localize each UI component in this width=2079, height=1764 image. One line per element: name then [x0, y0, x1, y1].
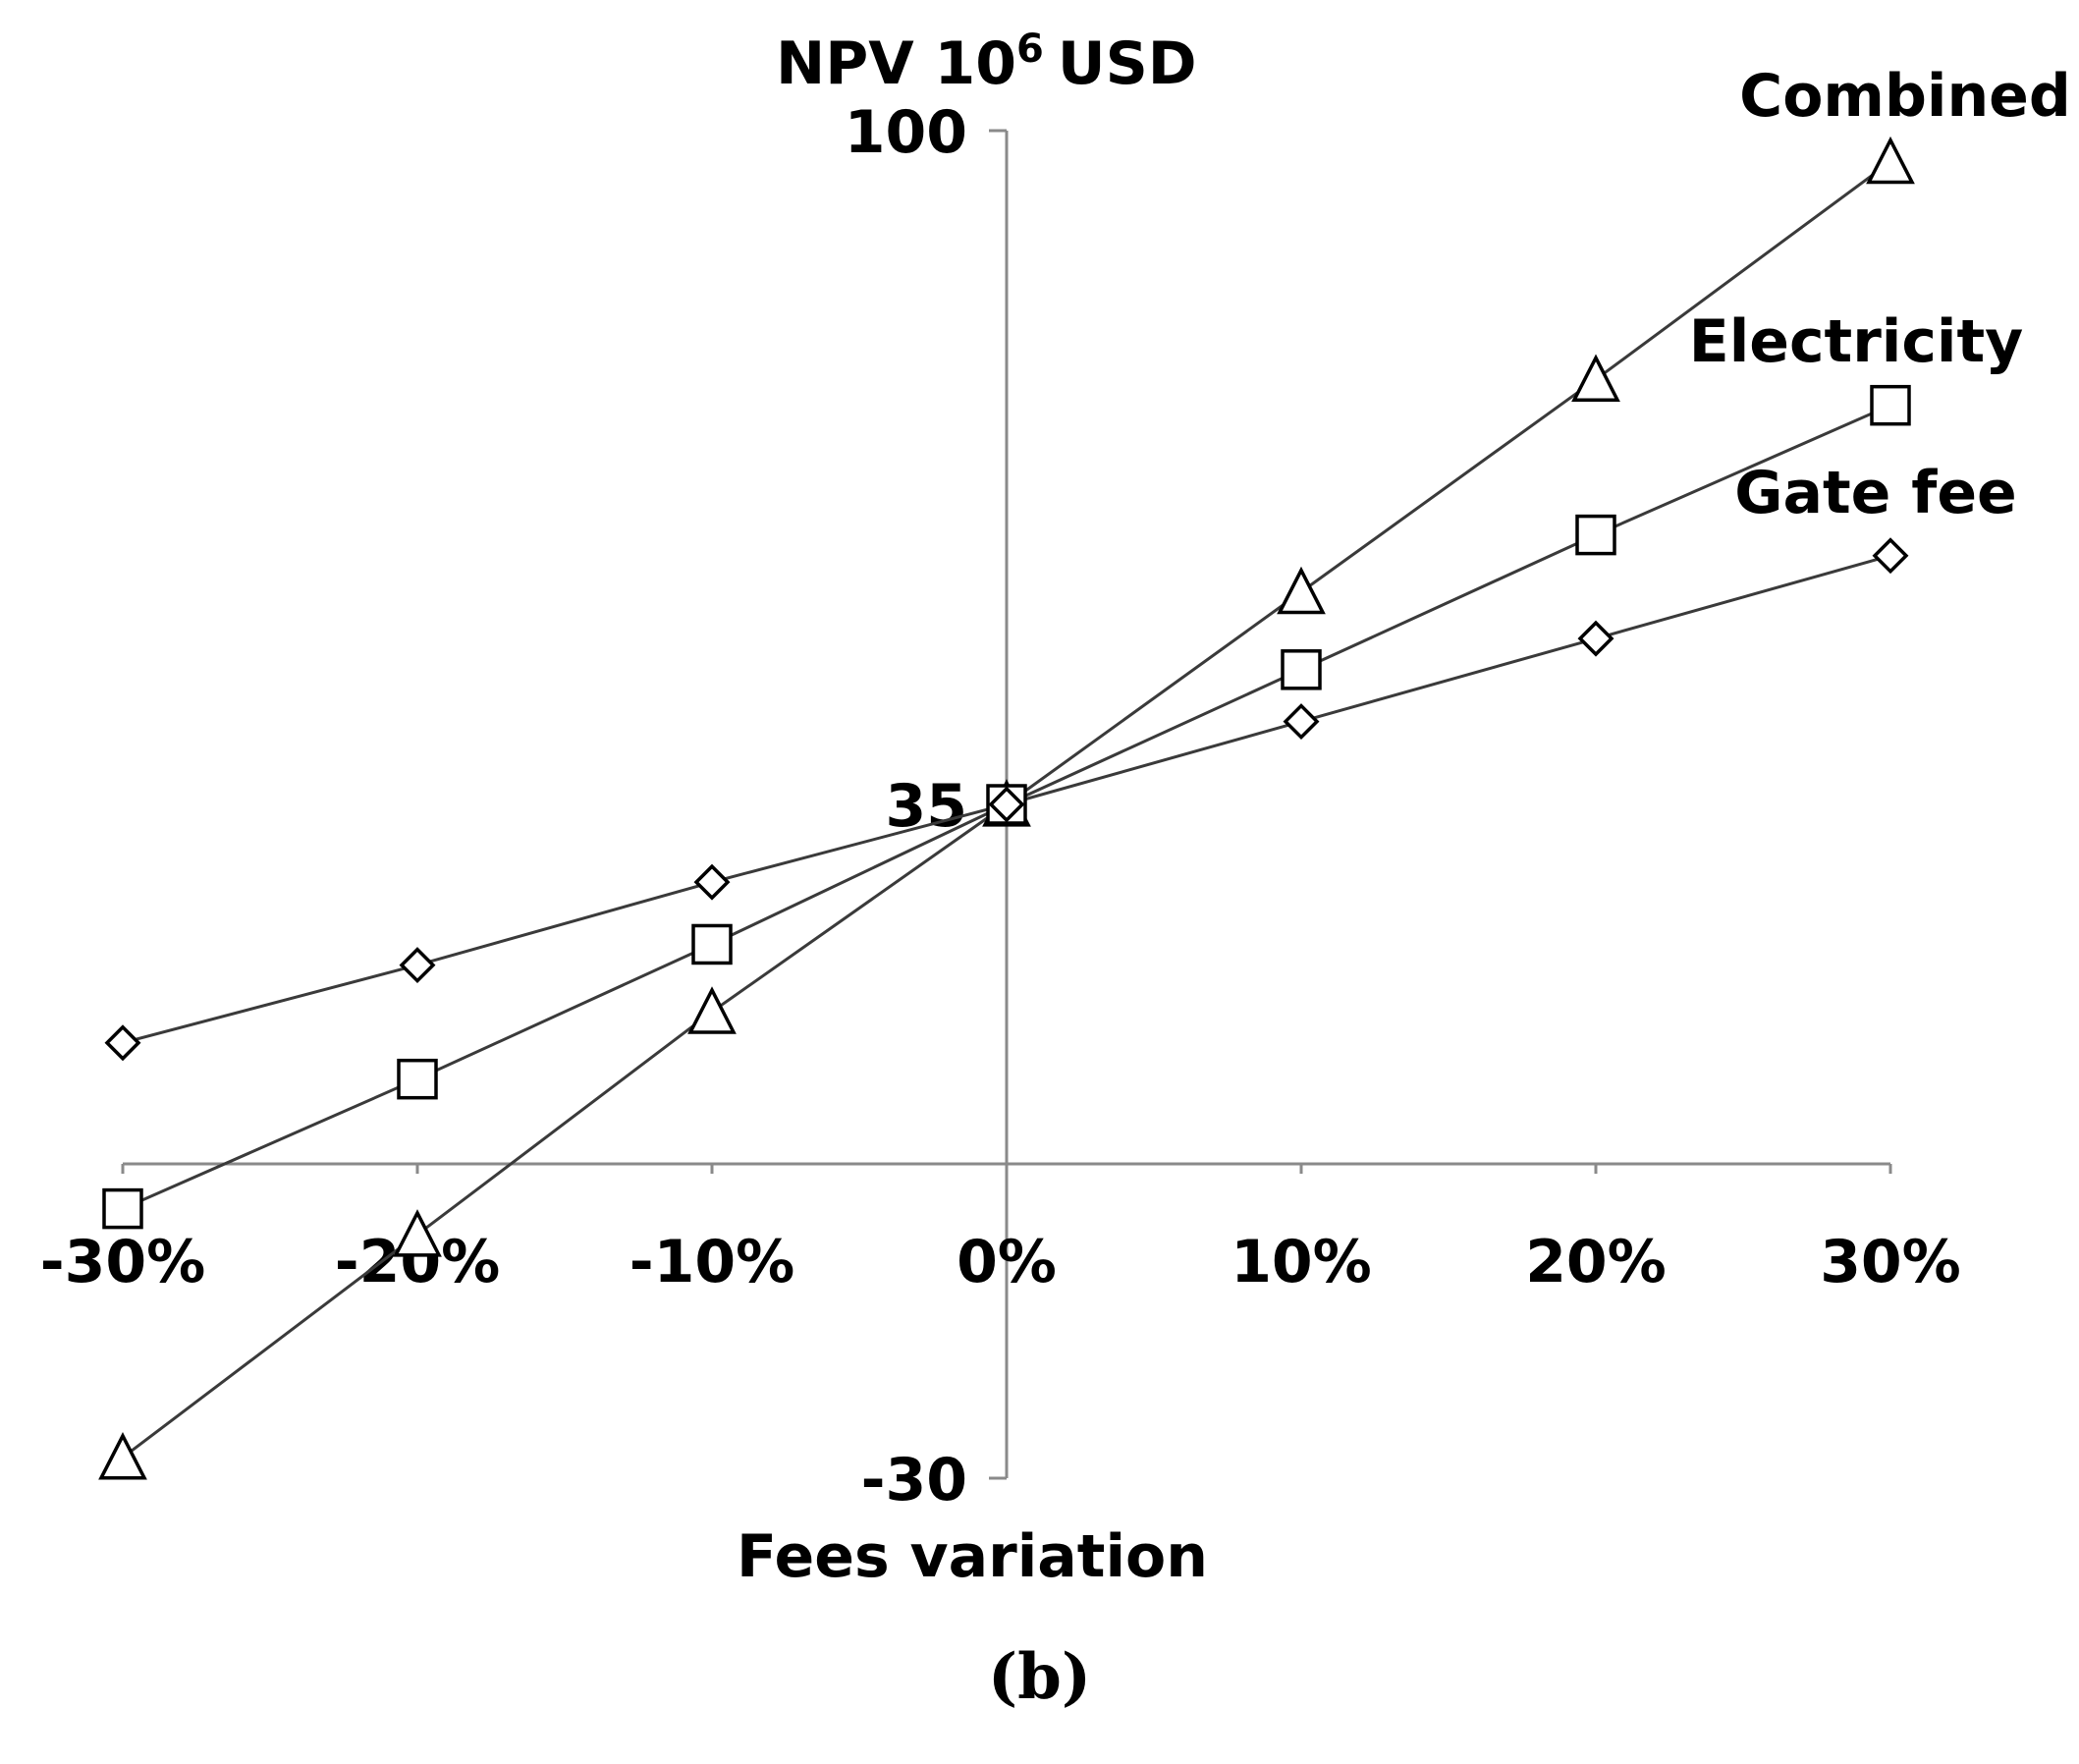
combined-triangle-marker	[1277, 566, 1326, 615]
electricity-square-marker	[102, 1187, 143, 1230]
caption-open: (	[987, 1640, 1018, 1714]
combined-triangle-marker	[687, 986, 737, 1034]
electricity-square-marker	[1281, 649, 1322, 690]
combined-triangle-marker	[1866, 136, 1915, 185]
x-ticks: -30% -20% -10% 0% 10% 20% 30%	[40, 1164, 1961, 1296]
combined-series-label: Combined	[1739, 62, 2071, 131]
y-tick-label: -30	[861, 1446, 967, 1515]
caption-letter: b	[1017, 1640, 1062, 1714]
x-tick-label: -30%	[40, 1228, 206, 1296]
gate-fee-diamond-marker	[988, 786, 1025, 823]
x-tick-label: 10%	[1231, 1228, 1372, 1296]
y-axis-title: NPV 106 USD	[776, 27, 1197, 98]
y-tick-label: 100	[845, 98, 967, 167]
combined-triangle-marker	[1571, 354, 1620, 402]
x-tick-label: 30%	[1820, 1228, 1961, 1296]
series-markers	[98, 136, 1915, 1480]
gate-fee-diamond-marker	[693, 863, 731, 901]
gate-fee-diamond-marker	[104, 1024, 141, 1062]
combined-triangle-marker	[98, 1432, 147, 1480]
x-tick-label: 0%	[957, 1228, 1057, 1296]
labels: NPV 106 USD Fees variation Combined Electr…	[737, 27, 2071, 1591]
gate-fee-diamond-marker	[1577, 620, 1614, 657]
electricity-square-marker	[1575, 514, 1616, 556]
x-tick-label: -10%	[629, 1228, 795, 1296]
gate-fee-diamond-marker	[399, 947, 436, 984]
gate-fee-series-label: Gate fee	[1734, 459, 2017, 527]
electricity-square-marker	[397, 1058, 438, 1100]
x-tick-label: 20%	[1525, 1228, 1667, 1296]
figure-caption: (b)	[0, 1640, 2079, 1714]
y-axis-title-unit: USD	[1058, 29, 1197, 98]
y-axis-title-superscript: 6	[1016, 27, 1044, 72]
electricity-square-marker	[1870, 384, 1911, 426]
caption-close: )	[1061, 1640, 1092, 1714]
combined-triangle-marker	[393, 1209, 442, 1257]
electricity-square-marker	[691, 923, 733, 965]
gate-fee-diamond-marker	[1872, 537, 1909, 575]
y-axis-title-main: NPV 10	[776, 29, 1016, 98]
x-axis-title: Fees variation	[737, 1522, 1208, 1591]
electricity-series-label: Electricity	[1689, 307, 2024, 376]
gate-fee-diamond-marker	[1283, 703, 1320, 741]
